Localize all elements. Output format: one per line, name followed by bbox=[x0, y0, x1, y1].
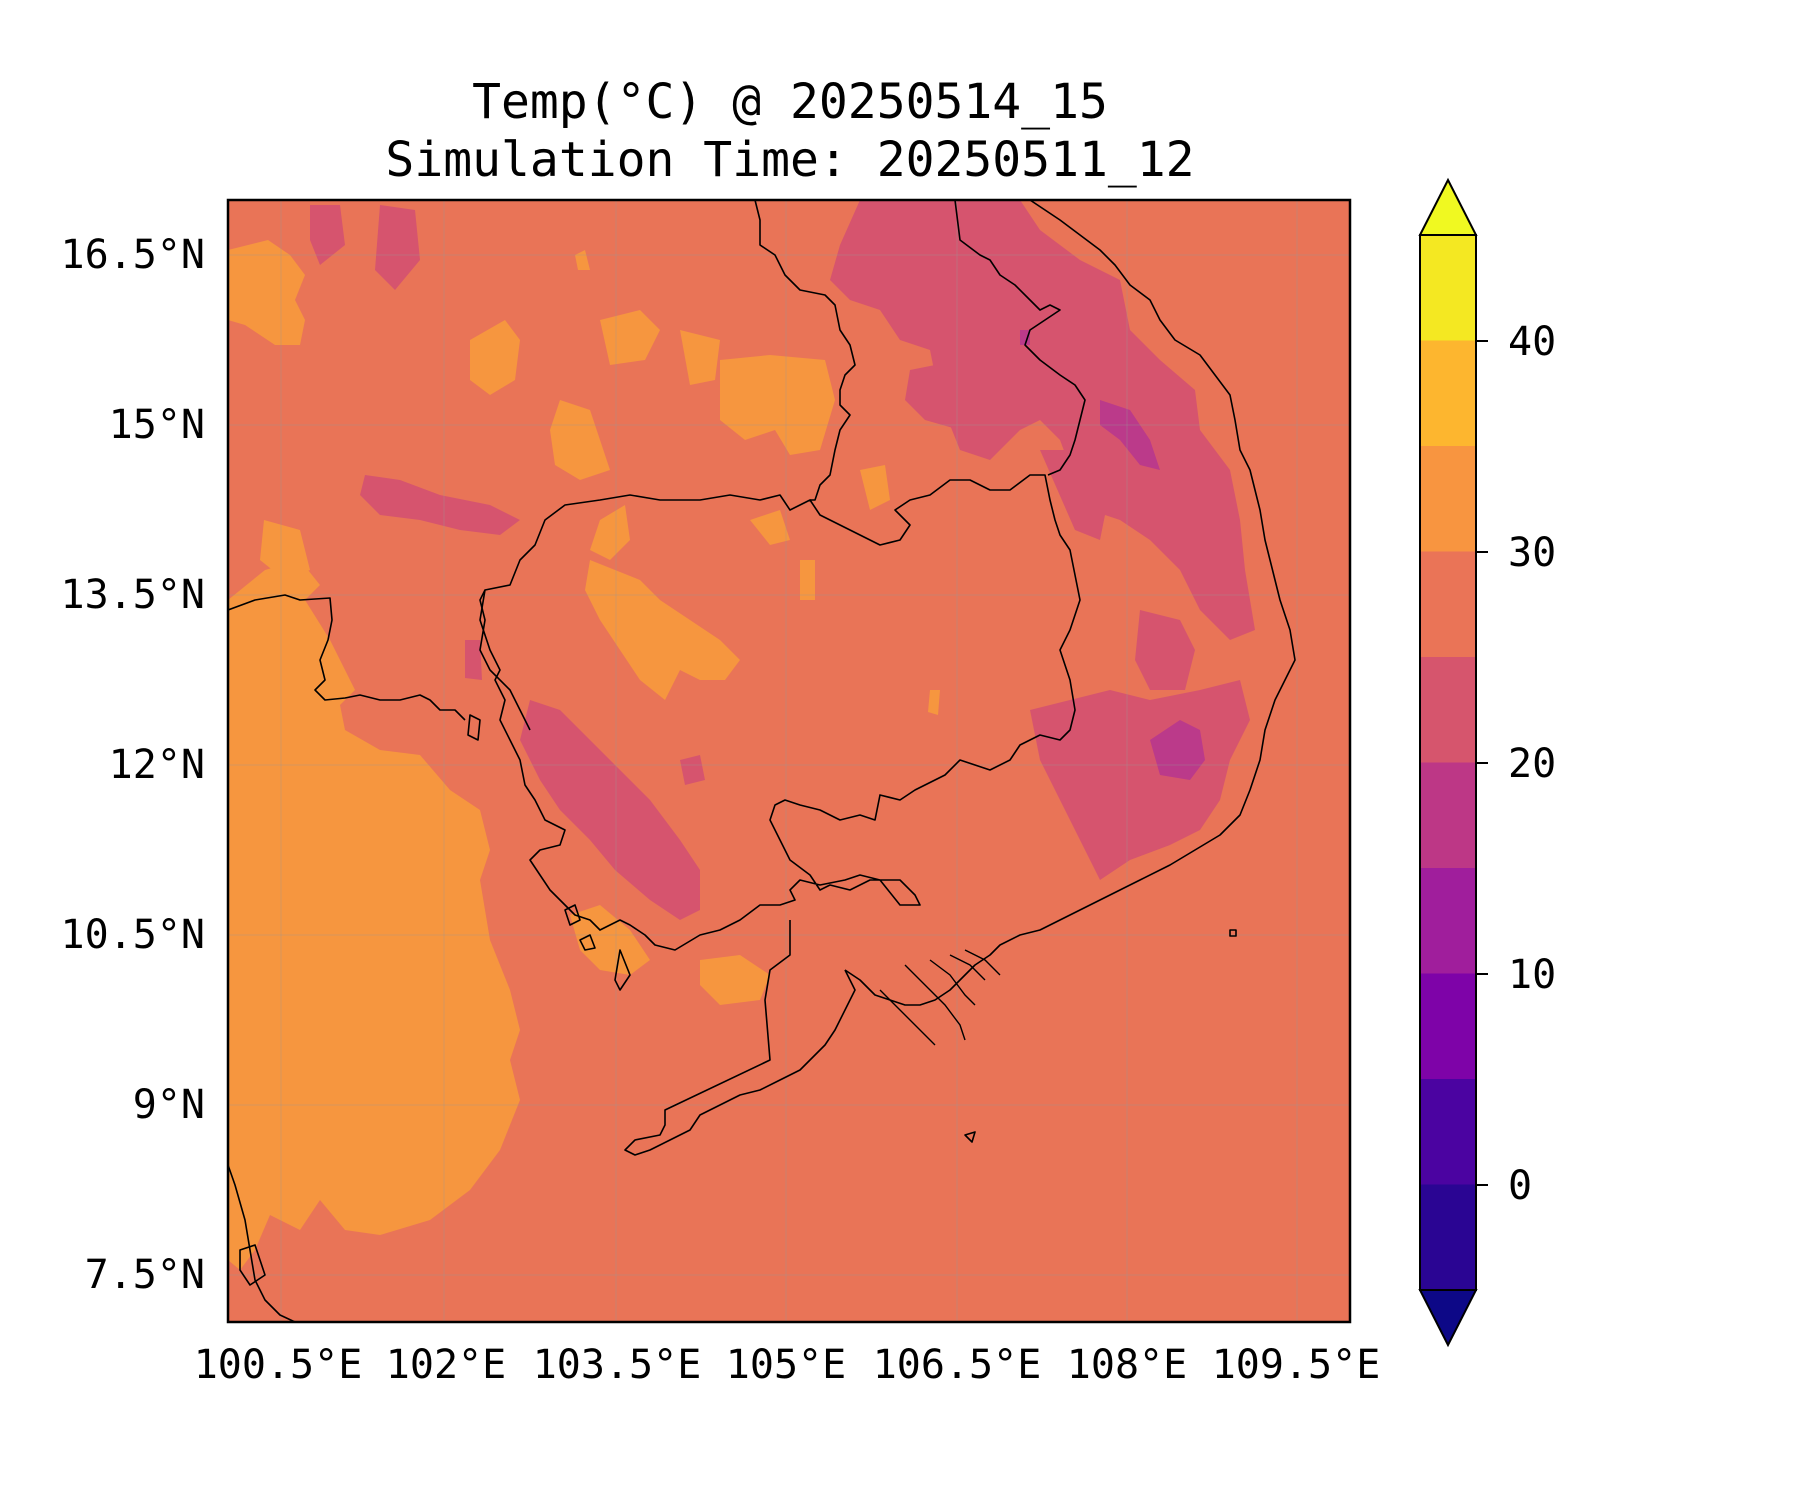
x-tick-label: 100.5°E bbox=[194, 1342, 363, 1388]
laos-thailand-border bbox=[754, 200, 856, 501]
colorbar-band bbox=[1420, 868, 1476, 974]
colorbar-ticks bbox=[1476, 340, 1488, 1186]
island-phu-quoc bbox=[614, 949, 631, 991]
graticule bbox=[228, 200, 1350, 1322]
y-tick-label: 16.5°N bbox=[61, 232, 206, 278]
y-tick-label: 7.5°N bbox=[85, 1252, 205, 1298]
map-plot-area bbox=[228, 200, 1350, 1322]
colorbar-extend-min bbox=[1418, 1289, 1478, 1348]
colorbar-tick-label: 30 bbox=[1508, 530, 1556, 576]
chart-title-line2: Simulation Time: 20250511_12 bbox=[385, 132, 1195, 188]
country-borders bbox=[228, 200, 1296, 1322]
gulf-coast-thailand bbox=[228, 1164, 296, 1322]
colorbar-band bbox=[1420, 551, 1476, 657]
colorbar-band bbox=[1420, 235, 1476, 341]
mekong-delta-branches bbox=[879, 949, 1001, 1046]
x-tick-label: 105°E bbox=[726, 1342, 846, 1388]
colorbar-extend-max bbox=[1418, 177, 1478, 236]
colorbar: 40 30 20 10 0 bbox=[1418, 177, 1556, 1348]
cool-regions-15-20 bbox=[1020, 330, 1205, 780]
warm-regions-30-35 bbox=[228, 240, 940, 1270]
thailand-cambodia-west bbox=[479, 589, 531, 731]
x-axis-ticks: 100.5°E 102°E 103.5°E 105°E 106.5°E 108°… bbox=[194, 1342, 1381, 1388]
x-tick-label: 108°E bbox=[1067, 1342, 1187, 1388]
cool-regions-20-25 bbox=[310, 200, 1255, 920]
colorbar-tick-label: 40 bbox=[1508, 319, 1556, 365]
colorbar-band bbox=[1420, 1079, 1476, 1185]
colorbar-band bbox=[1420, 973, 1476, 1079]
y-tick-label: 12°N bbox=[109, 742, 205, 788]
colorbar-bands bbox=[1420, 235, 1476, 1290]
colorbar-band bbox=[1420, 340, 1476, 446]
y-tick-label: 15°N bbox=[109, 402, 205, 448]
thailand-myanmar-border bbox=[228, 594, 466, 721]
y-tick-label: 13.5°N bbox=[61, 572, 206, 618]
map-frame bbox=[226, 198, 1352, 1324]
x-tick-label: 102°E bbox=[386, 1342, 506, 1388]
colorbar-band bbox=[1420, 1184, 1476, 1290]
y-axis-ticks: 16.5°N 15°N 13.5°N 12°N 10.5°N 9°N 7.5°N bbox=[61, 232, 206, 1298]
y-tick-label: 9°N bbox=[133, 1082, 205, 1128]
colorbar-band bbox=[1420, 762, 1476, 868]
y-tick-label: 10.5°N bbox=[61, 912, 206, 958]
colorbar-tick-label: 0 bbox=[1508, 1163, 1532, 1209]
x-tick-label: 109.5°E bbox=[1212, 1342, 1381, 1388]
laos-vietnam-border bbox=[954, 200, 1086, 476]
mekong-delta-coast bbox=[624, 920, 856, 1156]
colorbar-tick-label: 10 bbox=[1508, 952, 1556, 998]
colorbar-tick-label: 20 bbox=[1508, 741, 1556, 787]
colorbar-band bbox=[1420, 446, 1476, 552]
x-tick-label: 103.5°E bbox=[533, 1342, 702, 1388]
chart-title-line1: Temp(°C) @ 20250514_15 bbox=[472, 74, 1108, 130]
cambodia-border bbox=[479, 474, 1081, 951]
x-tick-label: 106.5°E bbox=[873, 1342, 1042, 1388]
colorbar-band bbox=[1420, 657, 1476, 763]
vietnam-coast bbox=[844, 200, 1296, 1006]
